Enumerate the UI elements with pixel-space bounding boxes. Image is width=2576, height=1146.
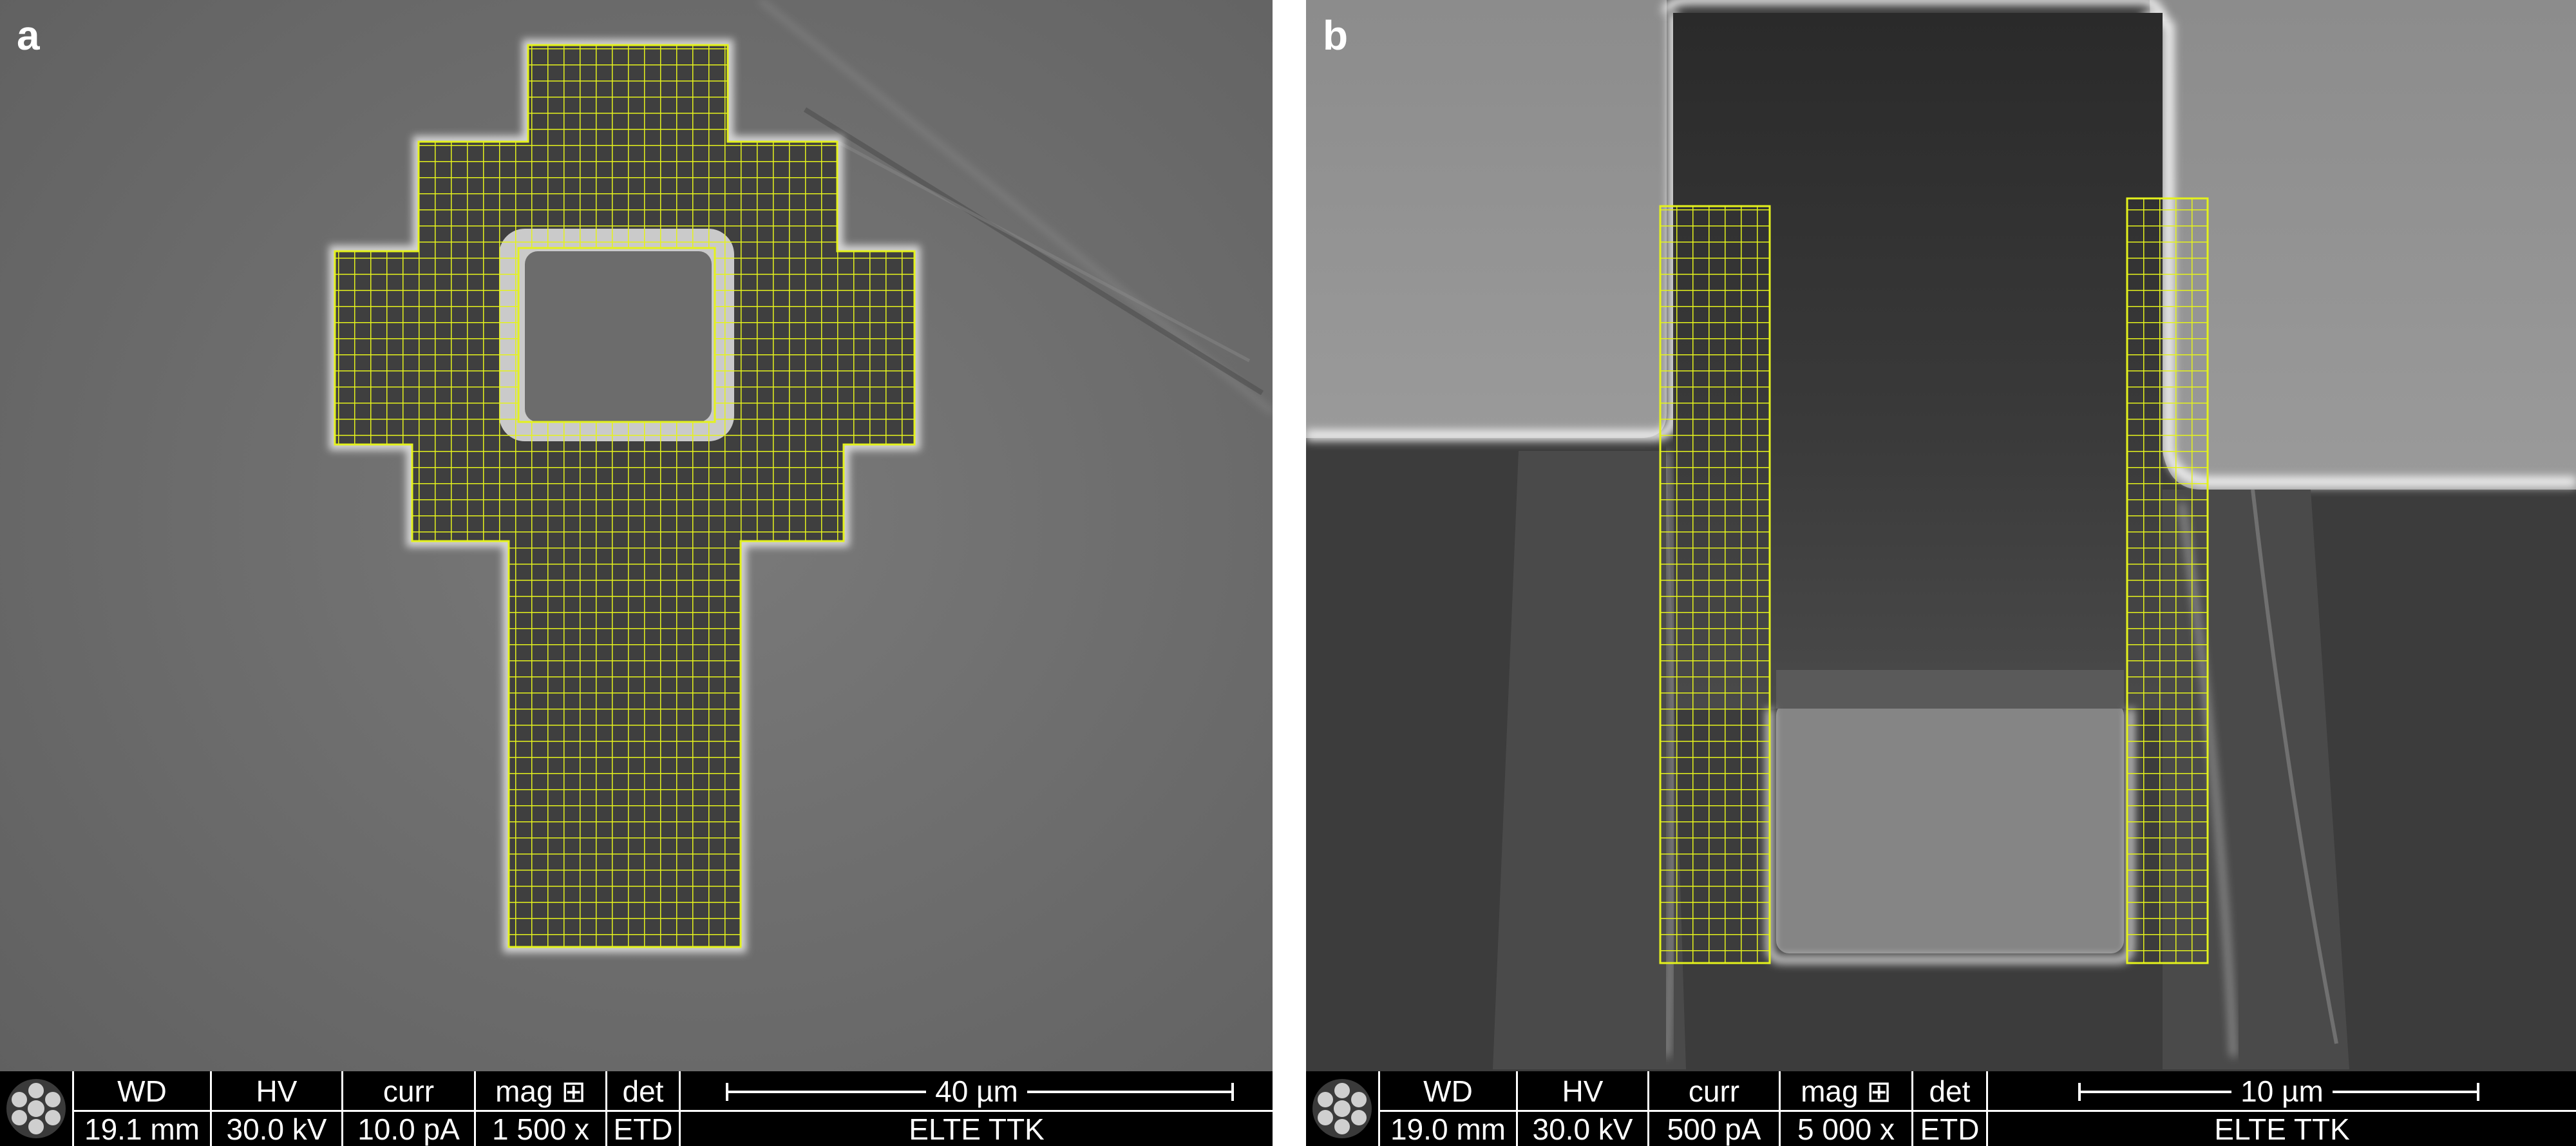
hv-value: 30.0 kV [1518,1110,1647,1146]
institution-label: ELTE TTK [1988,1110,2576,1146]
mag-value: 1 500 x [476,1110,605,1146]
milling-grid-a [334,44,916,948]
milling-grid-b [1659,197,2209,964]
wd-value: 19.1 mm [74,1110,210,1146]
curr-label: curr [1688,1074,1740,1108]
curr-label: curr [383,1074,435,1108]
mag-value: 5 000 x [1781,1110,1911,1146]
mag-cell: mag ⊞ 5 000 x [1779,1071,1911,1146]
scale-bar: 40 µm [681,1074,1273,1109]
det-value: ETD [607,1110,679,1146]
det-cell: det ETD [1911,1071,1986,1146]
mag-cell: mag ⊞ 1 500 x [474,1071,605,1146]
hv-value: 30.0 kV [212,1110,341,1146]
curr-value: 10.0 pA [343,1110,474,1146]
det-label: det [622,1074,664,1108]
wd-cell: WD 19.0 mm [1378,1071,1516,1146]
scale-label: 10 µm [2231,1074,2333,1108]
scale-cell: 10 µm ELTE TTK [1986,1071,2576,1146]
mag-label: mag ⊞ [1801,1074,1891,1108]
sem-panel-a: a WD 19.1 mm HV 30.0 kV curr 10.0 pA mag… [0,0,1273,1146]
grid-region-right [2126,197,2209,964]
lamella [1776,702,2124,953]
hv-label: HV [256,1074,298,1108]
det-cell: det ETD [605,1071,679,1146]
institution-label: ELTE TTK [681,1110,1273,1146]
panel-letter-b: b [1323,12,1349,59]
mag-label: mag ⊞ [495,1074,586,1108]
detector-logo-icon [6,1079,66,1138]
wd-cell: WD 19.1 mm [72,1071,210,1146]
grid-region-left [1659,205,1771,964]
curr-cell: curr 10.0 pA [341,1071,474,1146]
det-value: ETD [1913,1110,1986,1146]
sem-databar-a: WD 19.1 mm HV 30.0 kV curr 10.0 pA mag ⊞… [0,1071,1273,1146]
scale-label: 40 µm [926,1074,1027,1108]
curr-cell: curr 500 pA [1647,1071,1779,1146]
wd-value: 19.0 mm [1380,1110,1516,1146]
wd-label: WD [1423,1074,1473,1108]
hv-cell: HV 30.0 kV [210,1071,341,1146]
det-label: det [1929,1074,1971,1108]
sem-databar-b: WD 19.0 mm HV 30.0 kV curr 500 pA mag ⊞ … [1306,1071,2576,1146]
scale-bar: 10 µm [1988,1074,2576,1109]
detector-logo-icon [1312,1079,1372,1138]
scale-cell: 40 µm ELTE TTK [679,1071,1273,1146]
hv-label: HV [1562,1074,1604,1108]
hv-cell: HV 30.0 kV [1516,1071,1647,1146]
panel-letter-a: a [17,12,40,59]
curr-value: 500 pA [1649,1110,1779,1146]
sem-panel-b: b WD 19.0 mm HV 30.0 kV curr 500 pA mag … [1306,0,2576,1146]
wd-label: WD [117,1074,167,1108]
